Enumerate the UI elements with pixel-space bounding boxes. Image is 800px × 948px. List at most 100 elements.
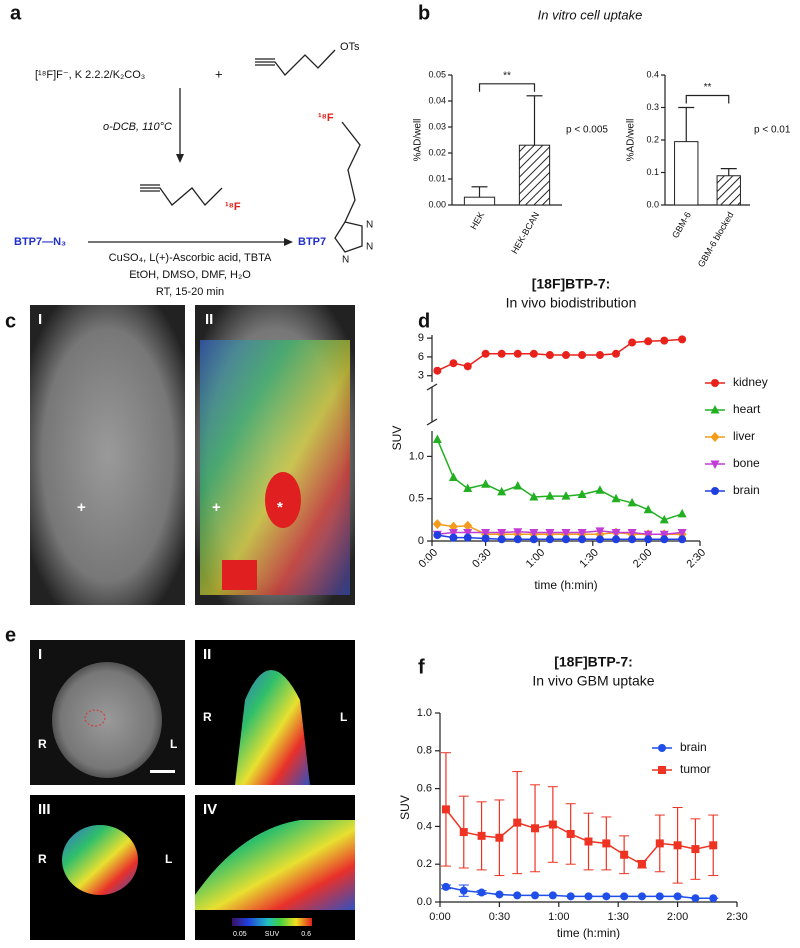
marker [513, 818, 522, 827]
tosylate-structure [255, 49, 336, 76]
step2: RT, 15-20 min [156, 286, 224, 298]
marker [561, 491, 571, 500]
marker [643, 504, 653, 514]
marker [513, 481, 523, 490]
significance-label: ** [503, 70, 511, 81]
marker [643, 530, 653, 540]
chart-subtitle: In vivo biodistribution [506, 295, 637, 311]
x-tick-label: GBM-6 blocked [696, 210, 736, 269]
side-label: L [340, 710, 347, 724]
x-tick-label: 2:00 [667, 911, 688, 923]
plus: + [215, 66, 223, 81]
marker [658, 766, 666, 774]
marker [433, 531, 442, 540]
marker [529, 492, 539, 501]
scale-bar [150, 770, 175, 773]
x-tick-label: 1:30 [577, 547, 601, 571]
panel-b-title: In vitro cell uptake [538, 7, 643, 22]
x-tick-label: 1:30 [607, 911, 628, 923]
step2: EtOH, DMSO, DMF, H₂O [129, 269, 251, 281]
legend-label: heart [733, 402, 761, 416]
marker [595, 351, 604, 360]
side-label: R [38, 852, 47, 866]
marker [655, 892, 664, 901]
marker [566, 892, 575, 901]
marker [659, 514, 669, 524]
marker [513, 349, 522, 358]
panel-label: c [5, 310, 16, 332]
side-label: R [38, 737, 47, 751]
pet-signal [195, 820, 355, 910]
x-tick-label: 2:30 [726, 911, 747, 923]
y-tick-label: 0.1 [646, 167, 659, 177]
legend-label: brain [733, 483, 760, 497]
legend-label: liver [733, 429, 755, 443]
marker [531, 824, 540, 833]
chart-subtitle: In vivo GBM uptake [532, 673, 654, 689]
x-tick-label: 0:30 [489, 911, 510, 923]
x-tick-label: 1:00 [524, 547, 548, 571]
marker [529, 349, 538, 358]
image-label: IV [203, 801, 217, 818]
marker [449, 359, 458, 368]
series-line [437, 530, 683, 535]
tumor-outline [84, 709, 106, 727]
panel-label: a [10, 2, 22, 24]
chart-title: [18F]BTP-7: [532, 276, 611, 292]
marker [477, 888, 486, 897]
marker [441, 805, 450, 814]
colorbar-label: 0.6 [301, 931, 311, 938]
triazole-n: N [366, 242, 373, 253]
marker [673, 841, 682, 850]
y-tick-label: 1.0 [409, 450, 424, 462]
marker [562, 535, 570, 544]
marker [677, 508, 687, 518]
marker [513, 528, 523, 537]
pet-overlay [200, 340, 350, 595]
y-tick-label: 0.0 [646, 199, 659, 209]
marker [612, 535, 621, 544]
marker [711, 487, 719, 495]
marker [691, 845, 700, 854]
marker [612, 349, 621, 358]
image-label: I [38, 311, 42, 328]
arrowhead [176, 154, 184, 163]
intermediate-structure [140, 187, 223, 206]
marker [691, 894, 700, 903]
y-tick-label: 9 [418, 332, 424, 344]
marker [578, 535, 587, 544]
y-axis-label: SUV [398, 795, 412, 820]
marker [497, 486, 507, 496]
marker [481, 349, 490, 358]
x-tick-label: HEK [468, 210, 486, 231]
y-axis-label: SUV [390, 426, 404, 451]
image-label: I [38, 646, 42, 663]
marker [637, 892, 646, 901]
marker [578, 351, 587, 360]
marker [459, 828, 468, 837]
side-label: L [170, 737, 177, 751]
marker [449, 533, 458, 542]
bar [463, 196, 496, 206]
y-tick-label: 0.3 [646, 102, 659, 112]
legend-label: bone [733, 456, 760, 470]
arrowhead [284, 238, 293, 246]
x-tick-label: 0:30 [470, 547, 494, 571]
series-line [437, 523, 683, 535]
y-tick-label: 1.0 [417, 707, 432, 719]
y-tick-label: 3 [418, 370, 424, 382]
image-mark: + [77, 499, 86, 516]
marker [481, 529, 491, 538]
x-tick-label: 2:30 [685, 547, 709, 571]
marker [595, 535, 604, 544]
marker [584, 837, 593, 846]
panel-label: d [418, 310, 430, 332]
tosylate: OTs [340, 41, 360, 53]
marker [545, 491, 555, 500]
marker [644, 535, 653, 544]
product-f: ¹⁸F [318, 112, 334, 124]
intermediate-label: ¹⁸F [225, 201, 241, 213]
step1: o-DCB, 110°C [103, 121, 172, 133]
marker [497, 529, 507, 538]
